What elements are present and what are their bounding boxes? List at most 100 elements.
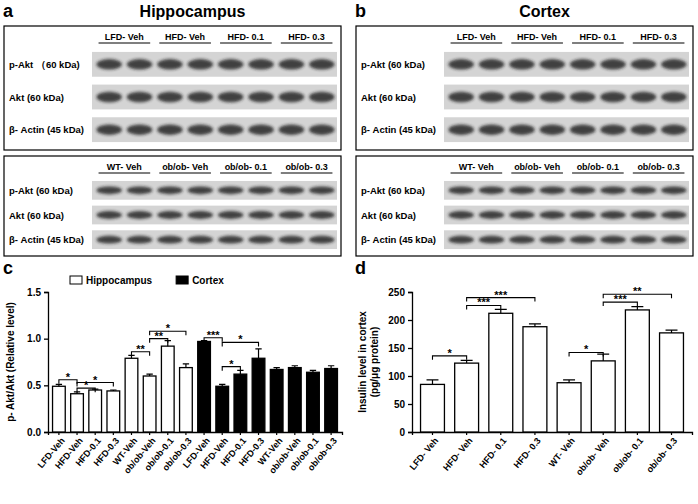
blot-band <box>157 186 183 194</box>
x-tick-label: ob/ob-0.3 <box>306 436 339 473</box>
bar <box>523 327 547 432</box>
error-bar <box>666 330 678 333</box>
group-label: LFD- Veh <box>457 32 496 42</box>
blot-band <box>309 211 335 219</box>
y-axis-line <box>44 293 49 433</box>
blot-strip <box>444 52 689 77</box>
error-bar <box>529 324 541 327</box>
bar <box>625 310 649 432</box>
blot-band <box>631 59 657 69</box>
blot-strip <box>92 181 337 200</box>
y-axis-title: p- Akt/Akt (Relative level) <box>5 302 16 422</box>
blot-band <box>218 92 244 102</box>
x-tick-mark <box>312 432 313 435</box>
x-tick-mark <box>637 432 638 435</box>
blot-strip <box>92 117 337 142</box>
y-tick-mark <box>44 432 48 433</box>
bar <box>125 358 138 432</box>
blot-band <box>279 186 305 194</box>
x-tick: HFD- 0.1 <box>477 432 508 470</box>
error-bar <box>310 370 316 372</box>
x-tick-mark <box>240 432 241 435</box>
bar <box>143 376 156 432</box>
blot-band <box>127 92 153 102</box>
blot-band <box>509 211 535 219</box>
blot-band <box>127 186 153 194</box>
blot-band <box>479 211 505 219</box>
group-label: ob/ob- Veh <box>162 162 208 172</box>
y-tick-label: 1.5 <box>27 287 41 298</box>
group-label: ob/ob- 0.3 <box>285 162 328 172</box>
group-label: WT- Veh <box>107 162 142 172</box>
blot-band <box>540 124 566 134</box>
row-label: Akt (60 kDa) <box>9 210 64 221</box>
bar <box>288 368 301 432</box>
x-tick-label: LFD- Veh <box>408 436 441 472</box>
y-tick: 150 <box>388 343 412 354</box>
significance-label: * <box>66 371 71 383</box>
error-bar <box>110 389 116 391</box>
error-bar <box>461 360 473 363</box>
group-underline <box>511 42 563 43</box>
y-tick-label: 200 <box>388 315 405 326</box>
significance-label: * <box>84 379 89 391</box>
blot-strip <box>92 85 337 110</box>
legend-label: Cortex <box>192 275 224 286</box>
group-underline <box>451 42 503 43</box>
y-tick-mark <box>408 348 412 349</box>
significance-label: *** <box>614 293 628 305</box>
blot-band <box>279 92 305 102</box>
group-label: HFD- 0.1 <box>580 32 617 42</box>
significance-label: * <box>166 322 171 334</box>
row-label: β- Actin (45 kDa) <box>361 234 436 245</box>
error-bar <box>56 384 62 386</box>
x-tick-mark <box>222 432 223 435</box>
blot: LFD- VehHFD- VehHFD- 0.1HFD- 0.3p-Akt （6… <box>4 26 341 150</box>
x-tick-mark <box>603 432 604 435</box>
panel-label: d <box>355 258 366 278</box>
blot-band <box>509 186 535 194</box>
blot-strip <box>444 230 689 249</box>
panel-label: c <box>3 258 13 278</box>
y-axis-line <box>408 293 413 433</box>
y-tick-mark <box>408 432 412 433</box>
y-tick-label: 50 <box>394 399 406 410</box>
y-tick-mark <box>44 292 48 293</box>
significance-label: * <box>584 343 589 355</box>
x-axis: LFD-VehHFD-VehHFD-0.1HFD-0.3WT-Vehob/ob-… <box>36 432 343 475</box>
group-label: HFD- 0.3 <box>288 32 325 42</box>
blot-strip <box>92 52 337 77</box>
y-axis-title: (pg/μg protein) <box>369 327 380 398</box>
blot-band <box>127 211 153 219</box>
row-label: β- Actin (45 kDa) <box>9 234 84 245</box>
error-bar <box>255 349 261 358</box>
error-bar <box>631 307 643 310</box>
blot-band <box>631 236 657 244</box>
bar <box>455 363 479 432</box>
y-tick-label: 150 <box>388 343 405 354</box>
group-label: HFD- 0.1 <box>228 32 265 42</box>
x-tick-label: ob/ob- Veh <box>574 436 611 478</box>
blot-band <box>218 124 244 134</box>
blot: WT- Vehob/ob- Vehob/ob- 0.1ob/ob- 0.3p-A… <box>4 156 341 256</box>
blot-frame <box>4 26 341 150</box>
blot-band <box>96 211 122 219</box>
blot-band <box>570 211 596 219</box>
blot-band <box>279 236 305 244</box>
blot-band <box>661 92 687 102</box>
bar <box>89 390 102 432</box>
group-underline <box>220 42 272 43</box>
x-tick-mark <box>671 432 672 435</box>
blot: WT- Vehob/ob- Vehob/ob- 0.1ob/ob- 0.3p-A… <box>356 156 693 256</box>
group-label: ob/ob- 0.1 <box>577 162 620 172</box>
error-bar <box>563 380 575 383</box>
blot-strip <box>92 230 337 249</box>
y-tick: 250 <box>388 287 412 298</box>
bar <box>325 369 338 432</box>
blot-band <box>479 236 505 244</box>
significance-label: *** <box>494 289 508 301</box>
group-underline <box>220 172 272 173</box>
marks <box>53 341 338 432</box>
blot-strip <box>444 117 689 142</box>
blot-band <box>248 92 274 102</box>
